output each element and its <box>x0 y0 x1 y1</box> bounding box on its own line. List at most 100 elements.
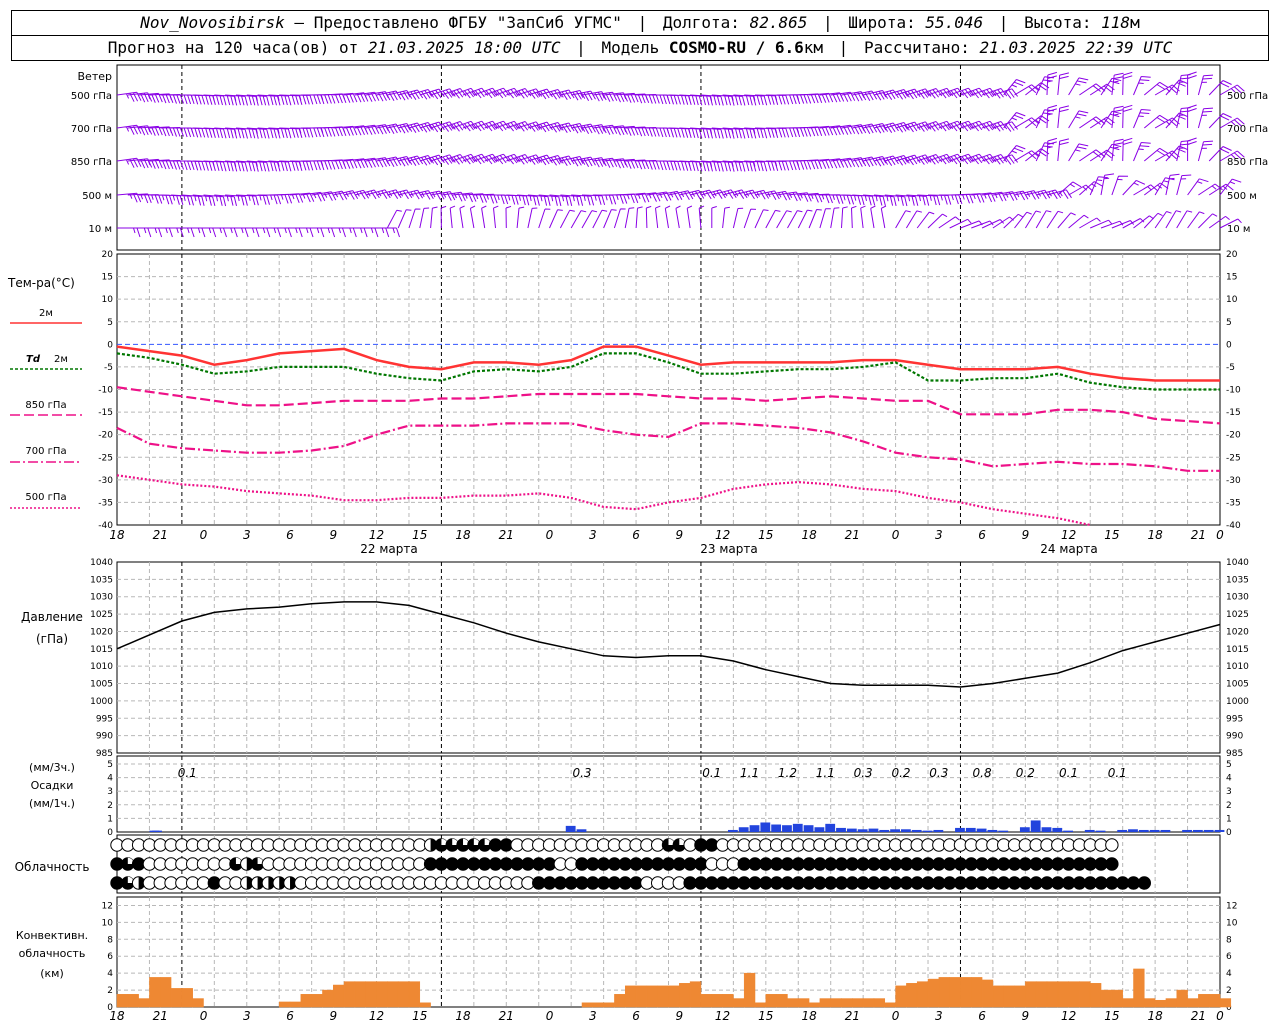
precip-bar <box>1063 830 1074 832</box>
cloud-title: Облачность <box>15 860 90 874</box>
wind-barb-10m <box>440 205 447 229</box>
wind-barb-500m <box>927 194 952 205</box>
temp-y-tick: -15 <box>98 408 113 418</box>
temp-hour-label: 0 <box>546 528 554 542</box>
temp-y-tick-right: -25 <box>1226 453 1241 463</box>
wind-barb-700hpa <box>1079 116 1104 129</box>
conv-bar <box>938 977 950 1008</box>
wind-barb-500m <box>1187 178 1209 196</box>
wind-barb-500m <box>160 194 184 206</box>
precip-y-tick: 5 <box>107 760 113 770</box>
wind-barb-500hpa <box>354 91 380 102</box>
wind-barb-700hpa <box>830 124 856 135</box>
wind-level-label: 850 гПа <box>71 157 112 168</box>
conv-bar <box>754 1002 767 1008</box>
wind-barb-10m <box>449 205 456 229</box>
temp-hour-label: 9 <box>1022 528 1030 542</box>
wind-barb-500hpa <box>700 94 724 106</box>
precip-bar <box>976 828 987 832</box>
wind-barb-500hpa <box>1187 71 1197 95</box>
pressure-line <box>116 601 1221 688</box>
wind-barb-850hpa <box>787 160 812 170</box>
pressure-y-tick-right: 1005 <box>1226 680 1249 690</box>
wind-barb-10m <box>1198 213 1218 229</box>
wind-barb-500m <box>462 193 488 203</box>
precip-bar <box>1182 829 1192 832</box>
conv-y-tick: 10 <box>102 918 114 928</box>
wind-barb-10m <box>559 209 575 229</box>
temp-y-tick: -20 <box>98 431 113 441</box>
wind-barb-700hpa <box>765 127 790 138</box>
wind-barb-500m <box>1165 173 1180 196</box>
conv-hour-label: 9 <box>675 1009 683 1023</box>
wind-barb-500m <box>603 194 628 204</box>
conv-bar <box>1144 998 1156 1008</box>
wind-barb-700hpa <box>441 121 467 132</box>
cloud-symbol-half <box>279 876 286 890</box>
wind-barb-10m <box>1219 218 1242 229</box>
conv-bar <box>765 994 777 1008</box>
wind-barb-700hpa <box>927 120 954 132</box>
wind-barb-850hpa <box>516 154 543 165</box>
wind-barb-500m <box>214 194 237 207</box>
temp-500-line <box>116 474 1091 527</box>
temp-y-tick-right: -10 <box>1226 386 1241 396</box>
wind-barb-850hpa <box>830 157 856 168</box>
temp-hour-label: 21 <box>499 528 514 542</box>
wind-barb-850hpa <box>1197 140 1214 162</box>
pressure-y-tick: 1005 <box>90 680 113 690</box>
conv-bar <box>733 998 745 1008</box>
forecast-label: Прогноз на 120 часа(ов) от <box>107 38 359 57</box>
wind-barb-10m <box>675 205 681 229</box>
cloud-symbol-half <box>430 838 437 852</box>
wind-barb-500hpa <box>1079 83 1104 96</box>
wind-barb-850hpa <box>614 158 639 169</box>
wind-barb-500hpa <box>873 89 899 100</box>
cloud-symbol <box>1137 876 1152 890</box>
wind-barb-500m <box>517 194 540 206</box>
conv-bar <box>787 998 799 1008</box>
wind-barb-500m <box>441 191 466 202</box>
temp-hour-label: 12 <box>369 528 384 542</box>
wind-barb-850hpa <box>927 153 954 165</box>
pressure-y-tick: 1010 <box>90 662 113 672</box>
conv-hour-label: 9 <box>329 1009 337 1023</box>
temp-y-tick-right: 20 <box>1226 250 1238 260</box>
wind-barb-500m <box>138 194 163 204</box>
wind-barb-500m <box>343 189 370 200</box>
wind-barb-500m <box>181 194 205 206</box>
conv-bar <box>722 994 734 1008</box>
temp-y-tick: 10 <box>102 295 114 305</box>
precip-bar <box>152 830 162 832</box>
wind-barb-700hpa <box>1219 117 1245 129</box>
wind-barb-700hpa <box>452 120 478 132</box>
wind-barb-500m <box>722 189 748 199</box>
precip-bar <box>1095 830 1106 832</box>
precip-y-tick-right: 5 <box>1226 760 1232 770</box>
wind-barb-700hpa <box>516 121 543 132</box>
wind-barb-850hpa <box>1208 146 1232 162</box>
alt-value: 118 <box>1101 13 1131 32</box>
temp-hour-label: 15 <box>758 528 773 542</box>
temp-hour-label: 21 <box>153 528 168 542</box>
precip-bar <box>1214 829 1225 832</box>
wind-barb-850hpa <box>592 157 618 168</box>
conv-y-tick: 12 <box>102 901 113 911</box>
conv-hour-label: 6 <box>632 1009 640 1023</box>
wind-barb-10m <box>851 205 857 229</box>
precip-bar <box>1128 829 1138 832</box>
wind-barb-500hpa <box>690 94 713 106</box>
wind-barb-850hpa <box>441 154 467 165</box>
wind-barb-10m <box>1154 211 1172 229</box>
wind-barb-500m <box>636 192 661 202</box>
conv-bar <box>365 981 377 1008</box>
temp-hour-label: 18 <box>109 528 125 542</box>
conv-bar <box>354 981 366 1008</box>
pressure-y-tick-right: 1010 <box>1226 662 1249 672</box>
temp-y-tick-right: 10 <box>1226 295 1238 305</box>
wind-barb-500hpa <box>927 87 954 99</box>
wind-barb-500m <box>733 189 759 200</box>
precip-bar <box>749 825 760 832</box>
wind-barb-500m <box>830 194 855 205</box>
